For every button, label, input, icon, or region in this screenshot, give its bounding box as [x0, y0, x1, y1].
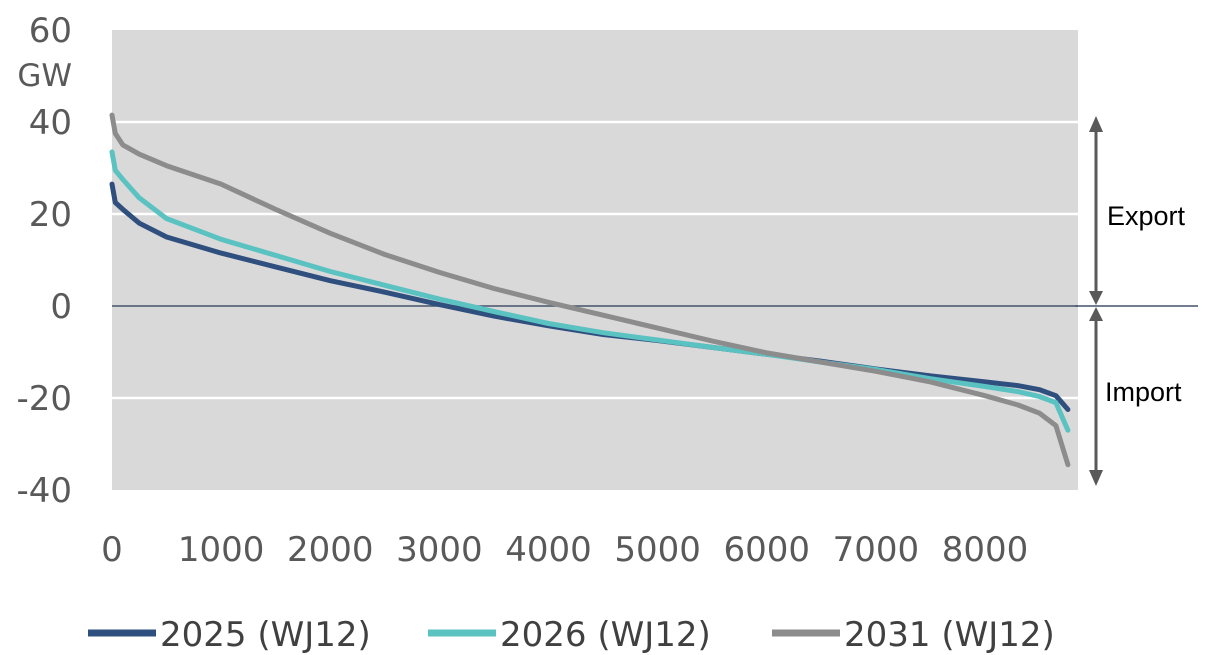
x-tick-label: 6000 [723, 530, 810, 570]
x-tick-label: 2000 [287, 530, 374, 570]
y-tick-label: -40 [16, 471, 72, 511]
y-tick-label: 40 [29, 103, 72, 143]
y-axis-unit-label: GW [17, 58, 72, 94]
import-arrowhead-down [1089, 470, 1103, 486]
export-label: Export [1107, 201, 1186, 231]
plot-area [112, 30, 1078, 490]
legend-label: 2025 (WJ12) [160, 615, 371, 655]
legend-label: 2026 (WJ12) [500, 615, 711, 655]
x-tick-label: 0 [101, 530, 123, 570]
x-tick-label: 3000 [396, 530, 483, 570]
export-arrowhead-up [1089, 116, 1103, 132]
y-tick-label: 20 [29, 195, 72, 235]
x-tick-label: 4000 [505, 530, 592, 570]
series-lines [109, 112, 1071, 468]
y-tick-label: -20 [16, 379, 72, 419]
x-tick-label: 5000 [614, 530, 701, 570]
y-axis-ticks: -40 -20 0 20 40 60 [16, 11, 72, 511]
import-arrowhead-up [1089, 307, 1103, 321]
y-tick-label: 60 [29, 11, 72, 51]
export-import-annotation: Export Import [1075, 116, 1198, 486]
x-tick-label: 8000 [942, 530, 1029, 570]
series-line [109, 112, 1071, 468]
import-label: Import [1105, 377, 1182, 407]
y-tick-label: 0 [50, 287, 72, 327]
x-tick-label: 7000 [833, 530, 920, 570]
x-axis-ticks: 0 1000 2000 3000 4000 5000 6000 7000 8000 [101, 530, 1028, 570]
gridlines [112, 120, 1078, 400]
series-line [109, 149, 1071, 433]
export-arrowhead-down [1089, 291, 1103, 305]
legend: 2025 (WJ12) 2026 (WJ12) 2031 (WJ12) [88, 615, 1055, 655]
x-tick-label: 1000 [178, 530, 265, 570]
legend-label: 2031 (WJ12) [844, 615, 1055, 655]
